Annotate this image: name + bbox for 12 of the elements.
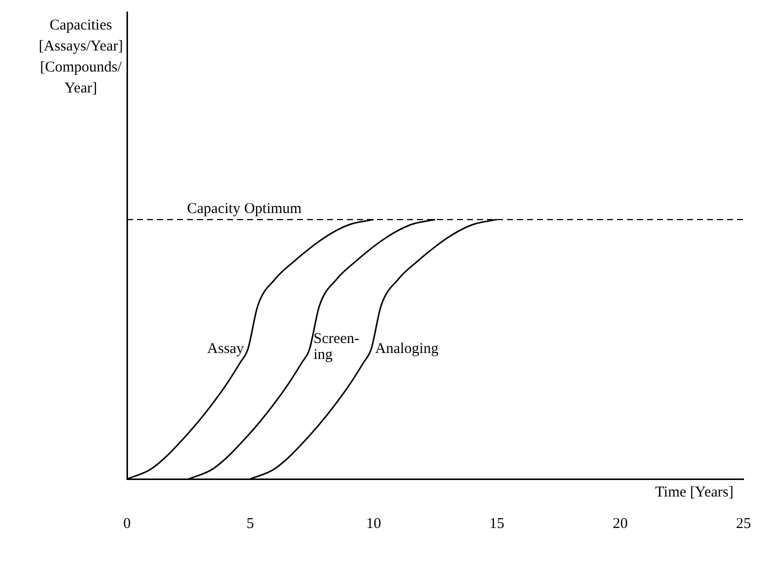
text: Capacities [Assays/Year] [Compounds/ Year] <box>38 17 124 96</box>
x-tick-label: 0 <box>123 516 131 532</box>
series-label: Screen- ing <box>313 331 360 364</box>
x-tick-label: 15 <box>489 516 504 532</box>
series-label: Analoging <box>375 341 439 358</box>
x-tick-label: 25 <box>736 516 751 532</box>
x-tick-label: 10 <box>366 516 382 532</box>
x-tick-label: 5 <box>246 516 254 532</box>
x-tick-label: 20 <box>612 516 628 532</box>
series-label: Assay <box>207 341 244 358</box>
x-axis-title: Time [Years] <box>655 484 734 500</box>
ref-line-label: Capacity Optimum <box>187 200 302 217</box>
